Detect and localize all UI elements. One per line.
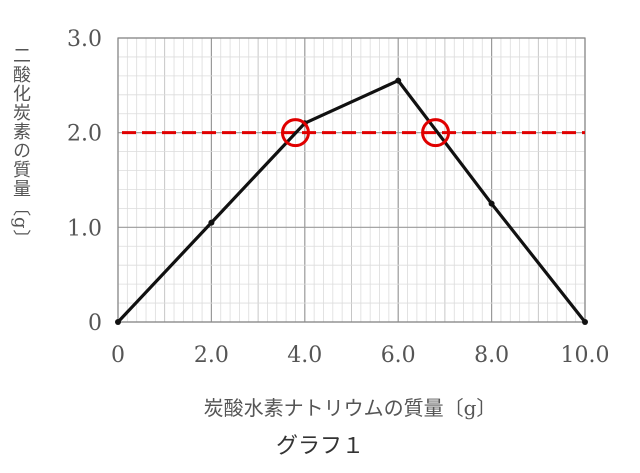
y-tick-label: 0 (88, 311, 102, 336)
data-point (115, 319, 121, 325)
highlight-circle (280, 118, 310, 148)
data-point (488, 200, 495, 207)
plot-frame (117, 37, 586, 323)
tick-labels: 0 2.0 4.0 6.0 8.0 10.0 0 1.0 2.0 3.0 (67, 27, 609, 368)
series-group (115, 77, 588, 325)
data-point (208, 219, 215, 226)
chart-caption: グラフ１ (275, 434, 364, 459)
series-line (116, 78, 587, 324)
y-axis-title: 二酸化炭素の質量〔g〕 (10, 46, 31, 249)
grid (117, 37, 586, 323)
x-tick-label: 2.0 (194, 343, 229, 368)
y-tick-label: 1.0 (67, 216, 102, 241)
y-tick-label: 3.0 (67, 27, 102, 52)
data-point (582, 319, 588, 325)
highlight-circle (421, 118, 451, 148)
data-point (395, 77, 402, 84)
x-tick-label: 6.0 (381, 343, 416, 368)
x-tick-label: 4.0 (287, 343, 322, 368)
highlight-circles (280, 118, 451, 148)
x-tick-label: 8.0 (474, 343, 509, 368)
y-tick-label: 2.0 (67, 122, 102, 147)
x-tick-label: 10.0 (561, 343, 610, 368)
x-tick-label: 0 (111, 343, 125, 368)
